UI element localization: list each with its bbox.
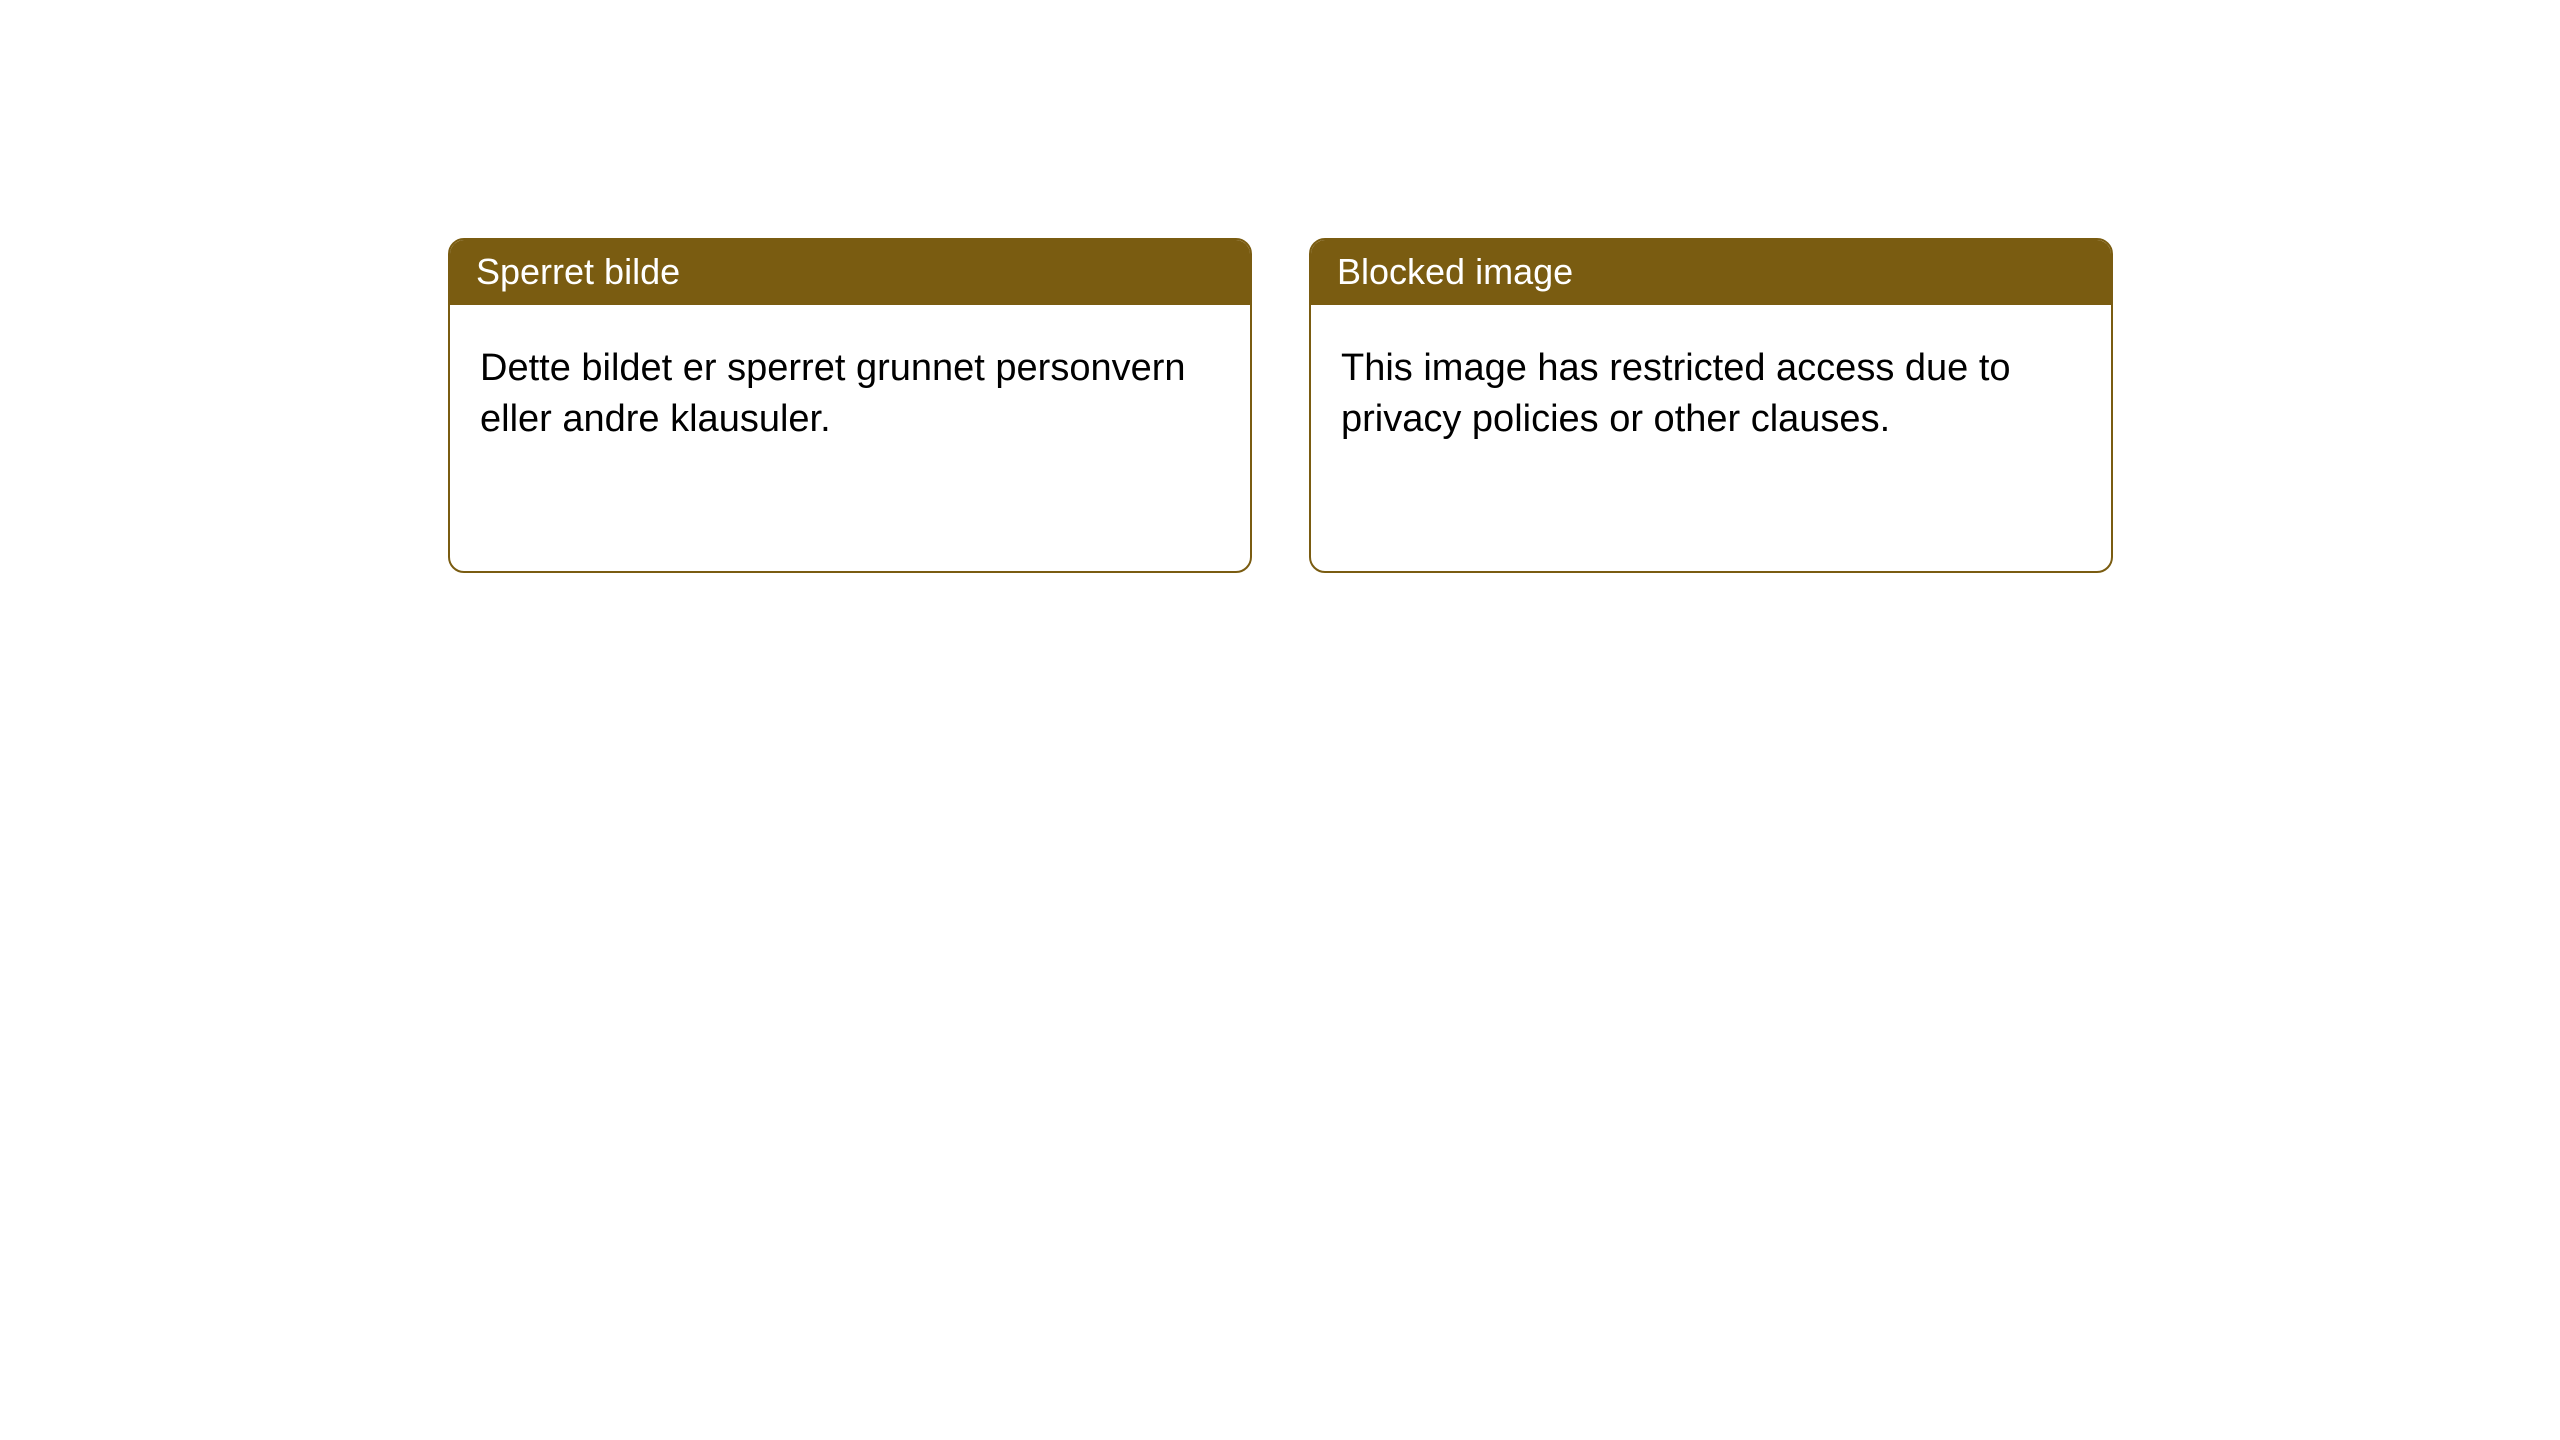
notice-body: This image has restricted access due to …	[1311, 305, 2111, 476]
notice-header: Sperret bilde	[450, 240, 1250, 305]
notice-box-english: Blocked image This image has restricted …	[1309, 238, 2113, 573]
notice-body: Dette bildet er sperret grunnet personve…	[450, 305, 1250, 476]
notice-header: Blocked image	[1311, 240, 2111, 305]
notice-container: Sperret bilde Dette bildet er sperret gr…	[0, 0, 2560, 573]
notice-box-norwegian: Sperret bilde Dette bildet er sperret gr…	[448, 238, 1252, 573]
